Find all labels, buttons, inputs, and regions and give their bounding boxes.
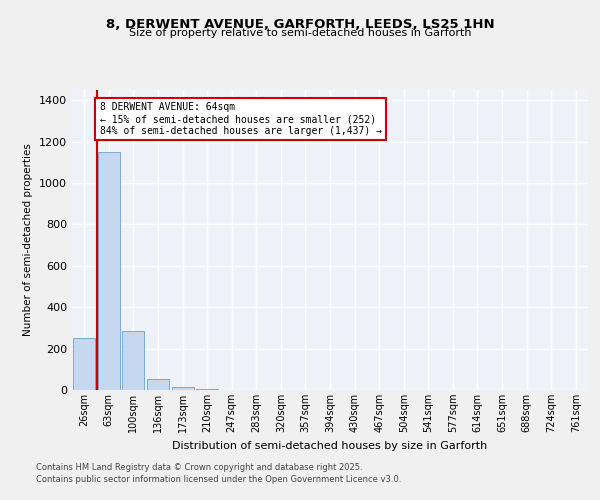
Y-axis label: Number of semi-detached properties: Number of semi-detached properties: [23, 144, 34, 336]
Text: Contains public sector information licensed under the Open Government Licence v3: Contains public sector information licen…: [36, 474, 401, 484]
Bar: [98, 152, 120, 390]
Bar: [172, 387, 194, 390]
Bar: [73, 338, 95, 390]
Text: 8 DERWENT AVENUE: 64sqm
← 15% of semi-detached houses are smaller (252)
84% of s: 8 DERWENT AVENUE: 64sqm ← 15% of semi-de…: [100, 102, 382, 136]
Text: Size of property relative to semi-detached houses in Garforth: Size of property relative to semi-detach…: [129, 28, 471, 38]
Bar: [122, 331, 145, 390]
Text: Contains HM Land Registry data © Crown copyright and database right 2025.: Contains HM Land Registry data © Crown c…: [36, 464, 362, 472]
Bar: [147, 378, 169, 390]
Text: 8, DERWENT AVENUE, GARFORTH, LEEDS, LS25 1HN: 8, DERWENT AVENUE, GARFORTH, LEEDS, LS25…: [106, 18, 494, 30]
Bar: [196, 389, 218, 390]
X-axis label: Distribution of semi-detached houses by size in Garforth: Distribution of semi-detached houses by …: [172, 440, 488, 450]
